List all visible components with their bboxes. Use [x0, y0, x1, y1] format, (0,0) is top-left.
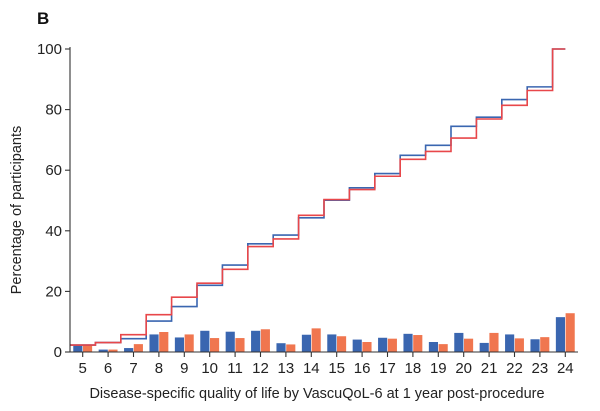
x-tick-label-6: 6 [104, 360, 112, 377]
y-tick-label-0: 0 [54, 344, 62, 361]
bar-series-2-16 [362, 342, 372, 352]
bar-series-1-24 [555, 317, 565, 352]
bar-series-1-22 [505, 334, 515, 352]
x-tick-label-20: 20 [455, 360, 472, 377]
bar-series-1-14 [301, 334, 311, 352]
bar-series-2-19 [438, 344, 448, 352]
x-tick-label-7: 7 [129, 360, 137, 377]
x-tick-label-10: 10 [201, 360, 218, 377]
bar-series-2-15 [337, 336, 347, 352]
cumulative-line-2 [70, 48, 566, 346]
x-tick-label-5: 5 [79, 360, 87, 377]
panel-label: B [37, 9, 49, 28]
bar-series-1-6 [98, 349, 108, 352]
bar-series-2-24 [565, 313, 575, 352]
x-tick-label-24: 24 [557, 360, 574, 377]
x-axis-title: Disease-specific quality of life by Vasc… [89, 386, 544, 402]
x-tick-label-11: 11 [227, 360, 243, 377]
bar-series-2-12 [260, 329, 270, 352]
bar-series-2-9 [184, 334, 194, 352]
cumulative-line-1 [70, 48, 566, 346]
bar-series-1-11 [225, 331, 235, 352]
x-tick-label-18: 18 [405, 360, 422, 377]
x-tick-label-23: 23 [532, 360, 549, 377]
bar-series-1-13 [276, 343, 286, 352]
bar-series-1-9 [174, 337, 184, 352]
bar-series-1-10 [200, 330, 210, 352]
bar-series-2-13 [286, 344, 296, 352]
x-tick-label-9: 9 [180, 360, 188, 377]
bar-series-2-5 [83, 345, 93, 352]
lines-layer [70, 48, 566, 346]
x-tick-label-13: 13 [278, 360, 295, 377]
y-tick-label-20: 20 [45, 283, 62, 300]
bar-series-2-10 [210, 338, 220, 352]
bar-series-1-12 [251, 330, 261, 352]
bar-series-1-5 [73, 345, 83, 352]
x-tick-label-17: 17 [379, 360, 396, 377]
bar-series-1-18 [403, 333, 413, 352]
bar-series-1-17 [378, 337, 388, 352]
x-tick-label-15: 15 [328, 360, 345, 377]
bar-series-1-15 [327, 334, 337, 352]
y-tick-label-100: 100 [37, 41, 62, 58]
bar-series-2-11 [235, 338, 245, 352]
bar-series-2-21 [489, 332, 499, 352]
y-tick-label-40: 40 [45, 223, 62, 240]
bar-series-1-23 [530, 339, 540, 352]
y-tick-label-60: 60 [45, 162, 62, 179]
bar-series-2-18 [413, 335, 423, 352]
bars-layer [73, 313, 575, 352]
x-tick-label-22: 22 [506, 360, 523, 377]
bar-series-2-6 [108, 349, 118, 352]
axes-layer: 0 20 40 60 80 100 5 6 7 8 9 10 11 12 13 14 15 16 17 18 19 20 2… [37, 41, 578, 377]
bar-series-1-7 [124, 348, 134, 352]
y-axis-title: Percentage of participants [9, 126, 25, 294]
x-tick-label-16: 16 [354, 360, 371, 377]
x-tick-label-19: 19 [430, 360, 447, 377]
bar-series-2-7 [133, 344, 143, 352]
bar-series-2-17 [387, 338, 397, 352]
bar-series-1-8 [149, 334, 159, 352]
x-tick-label-21: 21 [481, 360, 498, 377]
x-tick-label-8: 8 [155, 360, 163, 377]
x-tick-label-14: 14 [303, 360, 320, 377]
bar-series-1-19 [428, 342, 438, 352]
y-tick-label-80: 80 [45, 102, 62, 119]
bar-series-2-14 [311, 328, 321, 352]
bar-series-1-16 [352, 339, 362, 352]
bar-series-1-21 [479, 342, 489, 352]
x-tick-label-12: 12 [252, 360, 269, 377]
bar-series-1-20 [454, 332, 464, 352]
bar-series-2-8 [159, 332, 169, 352]
bar-series-2-22 [514, 338, 524, 352]
bar-series-2-23 [540, 337, 550, 352]
bar-series-2-20 [464, 338, 474, 352]
